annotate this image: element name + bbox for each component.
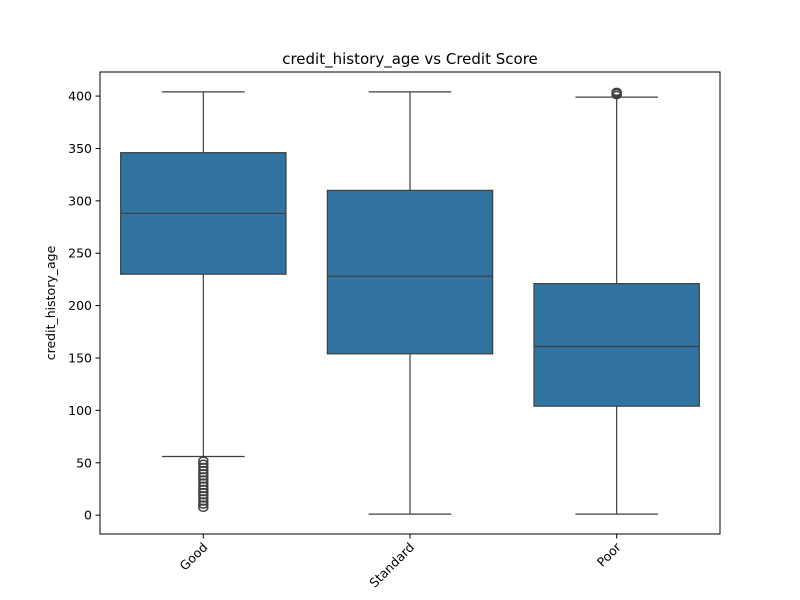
y-tick-label: 100 (68, 403, 92, 418)
y-tick-label: 300 (68, 193, 92, 208)
x-tick-label: Standard (366, 540, 417, 591)
outlier-point (198, 503, 209, 513)
box-group-standard (326, 91, 494, 515)
plot-layer (120, 87, 700, 515)
y-tick-label: 150 (68, 351, 92, 366)
iqr-box (326, 189, 494, 355)
x-axis-ticks: Good Standard Poor (177, 534, 625, 591)
outlier-point (611, 87, 622, 97)
y-axis-label: credit_history_age (43, 245, 58, 360)
x-tick-label: Poor (594, 539, 625, 570)
y-tick-label: 400 (68, 89, 92, 104)
y-tick-label: 350 (68, 141, 92, 156)
outlier-point (198, 500, 209, 509)
x-tick-label: Good (177, 540, 211, 574)
y-tick-label: 50 (76, 455, 92, 470)
chart-title: credit_history_age vs Credit Score (282, 50, 538, 69)
box-group-good (120, 91, 287, 513)
y-tick-label: 200 (68, 298, 92, 313)
iqr-box (533, 283, 700, 407)
y-tick-label: 250 (68, 246, 92, 261)
box-group-poor (533, 87, 700, 515)
y-axis-ticks: 0 50 100 150 200 250 300 350 400 (68, 89, 100, 523)
y-tick-label: 0 (84, 508, 92, 523)
